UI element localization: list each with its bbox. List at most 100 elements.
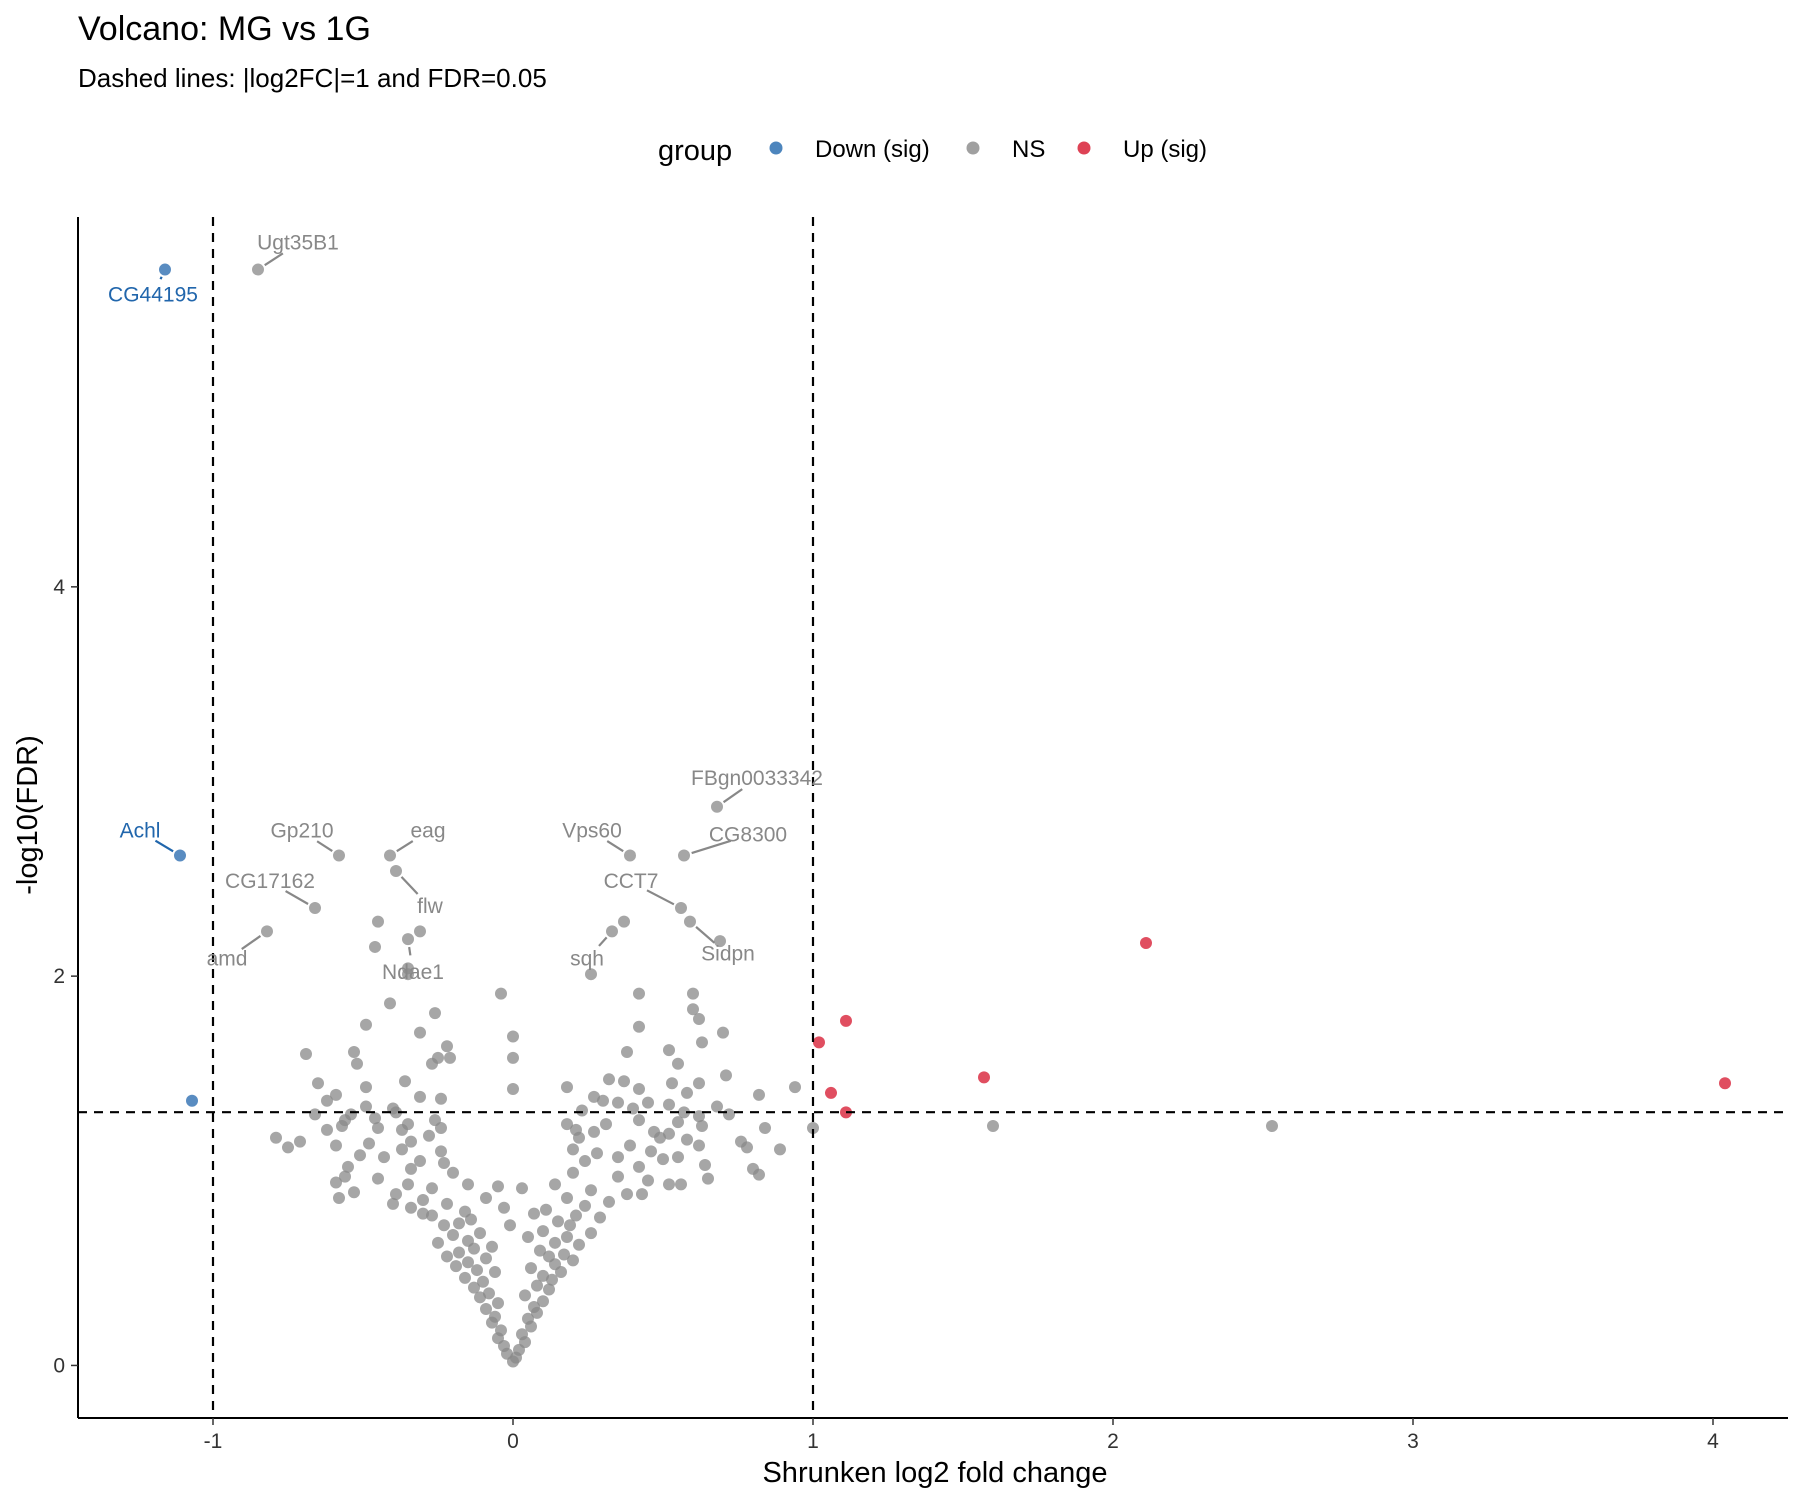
label-leader-line	[408, 946, 412, 956]
x-tick-label: 4	[1707, 1430, 1719, 1453]
legend-title: group	[658, 135, 732, 167]
data-point	[537, 1295, 549, 1308]
data-point	[699, 1158, 711, 1171]
data-point	[636, 1188, 648, 1201]
data-point	[663, 1098, 675, 1111]
data-point	[657, 1153, 669, 1166]
data-point	[450, 1260, 462, 1273]
data-point	[336, 1120, 348, 1133]
label-leader-line	[695, 926, 716, 944]
data-point	[333, 849, 345, 862]
legend-key-ns	[966, 141, 980, 155]
data-point	[591, 1147, 603, 1160]
data-point	[1266, 1120, 1278, 1133]
data-point	[174, 849, 186, 862]
data-point	[693, 1077, 705, 1090]
data-point	[507, 1355, 519, 1368]
data-point	[663, 1178, 675, 1191]
y-tick-label: 0	[53, 1354, 65, 1377]
data-point	[453, 1246, 465, 1259]
data-point	[552, 1215, 564, 1228]
label-leader-line	[396, 840, 414, 853]
data-point	[360, 1018, 372, 1031]
data-point	[561, 1081, 573, 1094]
data-point	[537, 1225, 549, 1238]
data-point	[405, 1162, 417, 1175]
data-point	[600, 1118, 612, 1131]
x-tick-label: 0	[507, 1430, 519, 1453]
data-point	[741, 1141, 753, 1154]
data-point	[399, 1075, 411, 1088]
data-point	[618, 915, 630, 928]
data-point	[555, 1266, 567, 1279]
data-point	[543, 1283, 555, 1296]
data-point	[402, 1178, 414, 1191]
data-point	[396, 1143, 408, 1156]
data-point	[672, 1116, 684, 1129]
data-point	[528, 1207, 540, 1220]
data-point	[480, 1302, 492, 1315]
data-point	[384, 849, 396, 862]
data-point	[807, 1121, 819, 1134]
data-point	[549, 1236, 561, 1249]
legend-label-down: Down (sig)	[815, 136, 930, 163]
data-point	[462, 1178, 474, 1191]
data-point	[711, 1100, 723, 1113]
gene-label: flw	[417, 895, 444, 918]
data-point	[468, 1242, 480, 1255]
data-point	[525, 1262, 537, 1275]
data-point	[567, 1254, 579, 1267]
data-point	[606, 925, 618, 938]
label-leader-line	[159, 276, 163, 280]
data-point	[579, 1199, 591, 1212]
data-point	[441, 1197, 453, 1210]
data-point	[186, 1094, 198, 1107]
data-point	[588, 1090, 600, 1103]
data-point	[621, 1188, 633, 1201]
data-point	[507, 1083, 519, 1096]
data-point	[378, 1151, 390, 1164]
data-point	[447, 1229, 459, 1242]
data-point	[492, 1180, 504, 1193]
gene-label: Vps60	[562, 819, 622, 842]
data-point	[270, 1131, 282, 1144]
data-point	[444, 1051, 456, 1064]
data-point	[642, 1174, 654, 1187]
data-point	[426, 1057, 438, 1070]
data-point	[495, 987, 507, 1000]
data-point	[435, 1145, 447, 1158]
data-point	[675, 902, 687, 915]
y-axis-title: -log10(FDR)	[12, 735, 44, 895]
data-point	[492, 1297, 504, 1310]
data-point	[774, 1143, 786, 1156]
data-point	[453, 1217, 465, 1230]
data-point	[387, 1197, 399, 1210]
data-point	[321, 1094, 333, 1107]
data-point	[759, 1121, 771, 1134]
label-leader-line	[646, 889, 675, 906]
data-point	[519, 1289, 531, 1302]
data-point	[309, 902, 321, 915]
data-point	[426, 1209, 438, 1222]
data-point	[633, 987, 645, 1000]
data-point	[675, 1178, 687, 1191]
data-point	[663, 1127, 675, 1140]
data-point	[561, 1118, 573, 1131]
data-point	[348, 1186, 360, 1199]
gene-label: Ugt35B1	[257, 232, 339, 255]
data-point	[522, 1230, 534, 1243]
data-point	[549, 1178, 561, 1191]
label-leader-line	[154, 839, 174, 853]
label-leader-line	[400, 876, 419, 895]
data-point	[423, 1129, 435, 1142]
data-point	[402, 968, 414, 981]
legend: group Down (sig) NS Up (sig)	[658, 135, 1207, 167]
data-point	[633, 1020, 645, 1033]
chart-subtitle: Dashed lines: |log2FC|=1 and FDR=0.05	[78, 63, 547, 93]
data-point	[282, 1141, 294, 1154]
data-point	[474, 1227, 486, 1240]
data-point	[570, 1209, 582, 1222]
data-point	[414, 925, 426, 938]
data-point	[603, 1195, 615, 1208]
label-leader-line	[241, 935, 262, 950]
